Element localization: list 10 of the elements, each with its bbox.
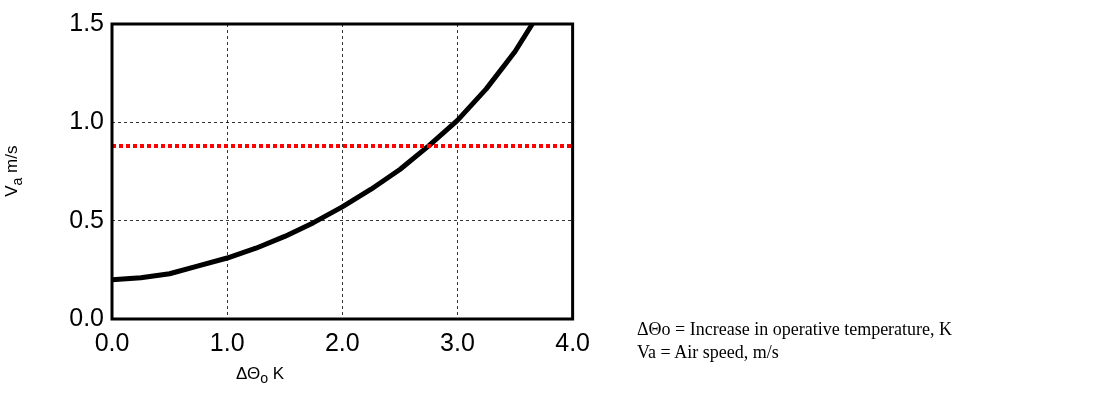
x-tick-label: 1.0 [209, 327, 245, 356]
y-tick-label: 1.0 [69, 106, 104, 135]
x-tick-label: 2.0 [324, 327, 360, 356]
y-tick-label: 0.5 [69, 204, 104, 233]
text: Va = Air speed, m/s [637, 341, 780, 364]
y-tick-label: 1.5 [69, 7, 104, 36]
text: ΔΘo = Increase in operative temperature, K [637, 318, 953, 341]
x-tick-label: 3.0 [440, 327, 475, 356]
x-tick-label: 4.0 [555, 327, 591, 356]
x-axis-title: ΔΘ$_{o}$ K [236, 364, 285, 387]
